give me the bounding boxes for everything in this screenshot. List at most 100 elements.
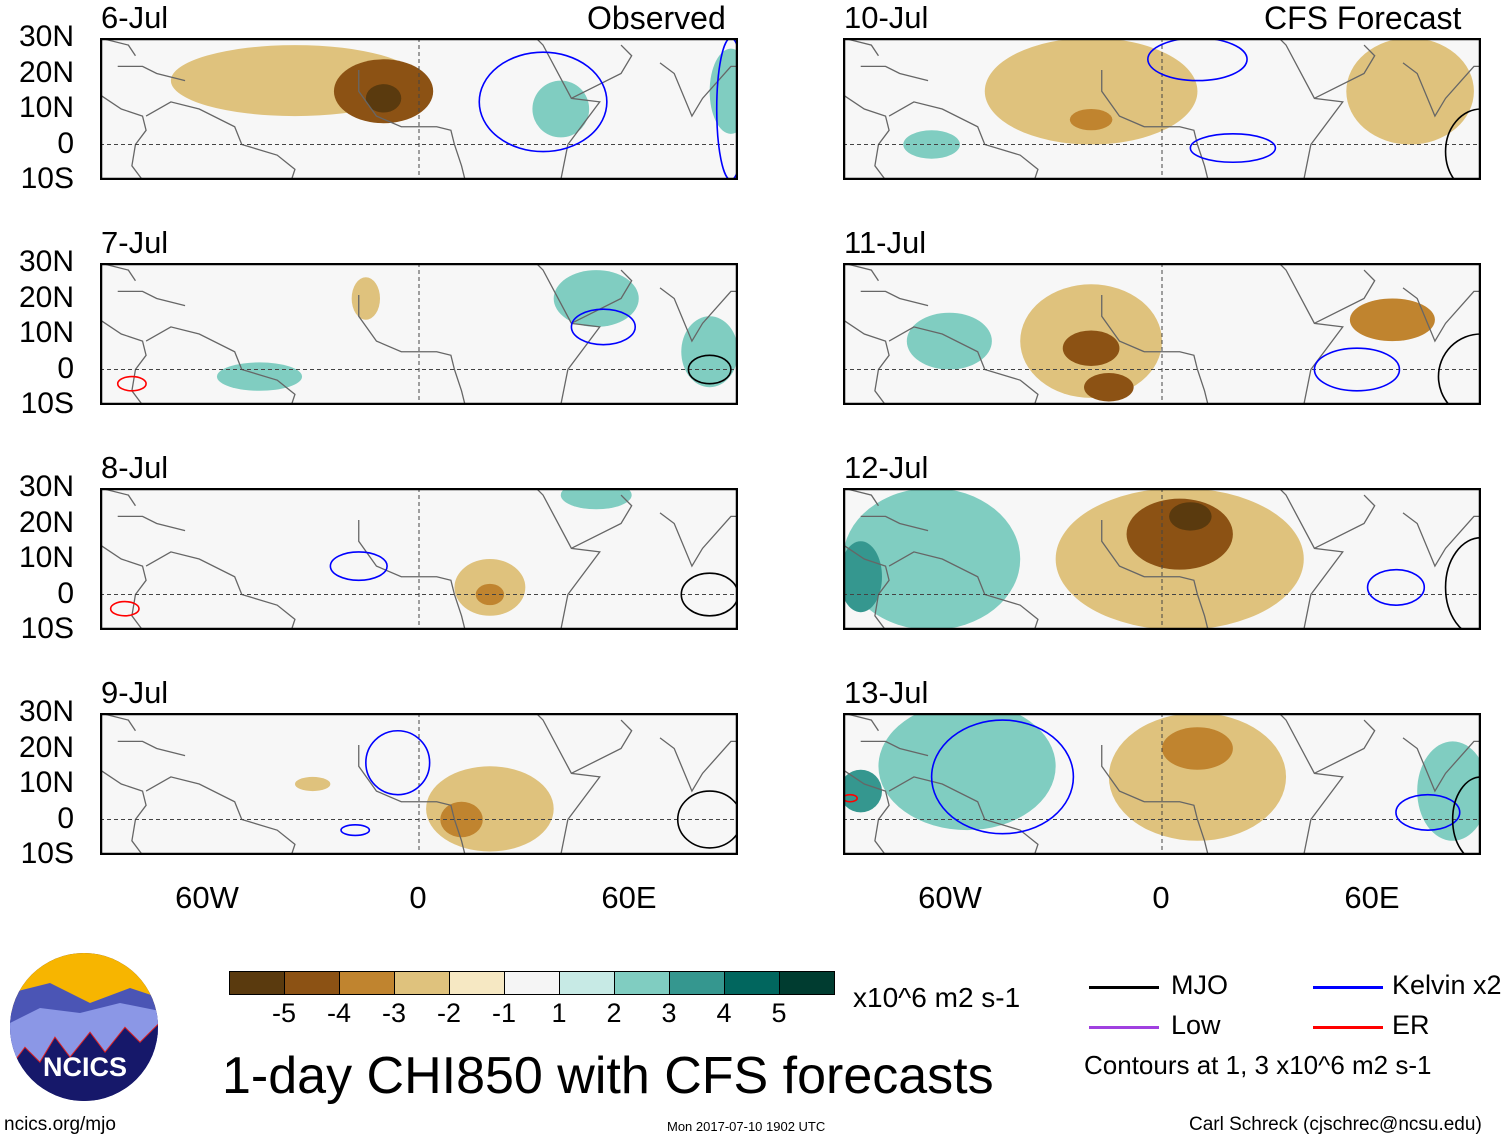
- kelvin-contour: [1147, 38, 1248, 82]
- coastline: [100, 769, 147, 855]
- coastline: [117, 290, 186, 307]
- ncics-logo: NCICS: [10, 953, 158, 1101]
- legend-label-er: ER: [1392, 1010, 1430, 1040]
- lat-label: 20N: [18, 280, 74, 314]
- kelvin-contour: [1189, 133, 1277, 164]
- panel-date: 12-Jul: [844, 450, 929, 485]
- coastline: [358, 744, 466, 855]
- panel-frame: [100, 488, 738, 630]
- coastline: [1402, 62, 1481, 118]
- footer-url[interactable]: ncics.org/mjo: [4, 1114, 116, 1135]
- coastline: [659, 287, 738, 343]
- coastline: [1101, 294, 1209, 405]
- coastline: [843, 38, 879, 57]
- colorbar-label: -1: [491, 998, 517, 1028]
- colorbar-swatch: [339, 971, 395, 995]
- coastline: [1140, 713, 1344, 855]
- coastline: [1101, 519, 1209, 630]
- map-panel-12-jul: [843, 488, 1481, 630]
- coastline: [571, 719, 633, 774]
- coastline: [397, 488, 601, 630]
- mjo-contour: [1437, 333, 1481, 405]
- colorbar-label: 2: [606, 998, 622, 1028]
- anomaly-shading: [1108, 713, 1287, 841]
- kelvin-contour: [1395, 793, 1461, 831]
- legend-line-mjo: [1089, 986, 1159, 989]
- coastline: [843, 94, 890, 180]
- coastline: [1314, 269, 1376, 324]
- map-panel-8-jul: [100, 488, 738, 630]
- coastline: [117, 65, 186, 82]
- kelvin-contour: [930, 719, 1075, 835]
- map-panel-7-jul: [100, 263, 738, 405]
- anomaly-shading: [1162, 727, 1233, 770]
- observed-label: Observed: [587, 0, 726, 36]
- map-panel-11-jul: [843, 263, 1481, 405]
- legend-line-kelvin: [1313, 986, 1383, 989]
- units-label: x10^6 m2 s-1: [853, 982, 1021, 1013]
- legend-line-low: [1089, 1026, 1159, 1029]
- anomaly-shading: [984, 38, 1198, 145]
- anomaly-shading: [1346, 38, 1474, 145]
- panel-date: 6-Jul: [101, 0, 169, 35]
- mjo-contour: [676, 790, 738, 849]
- kelvin-contour: [715, 38, 738, 180]
- coastline: [397, 713, 601, 855]
- lat-label: 10N: [18, 316, 74, 349]
- lon-label-0-right: 0: [1152, 880, 1170, 915]
- panel-frame: [843, 38, 1481, 180]
- coastline: [1402, 512, 1481, 568]
- coastline: [397, 38, 601, 180]
- anomaly-shading: [216, 362, 303, 391]
- figure-title: 1-day CHI850 with CFS forecasts: [222, 1047, 994, 1105]
- lat-label: 20N: [18, 730, 74, 764]
- lat-label: 0: [57, 126, 74, 160]
- coastline: [888, 326, 1039, 405]
- colorbar-label: -5: [271, 998, 297, 1028]
- coastline: [100, 38, 136, 57]
- lat-label: 30N: [18, 470, 74, 503]
- coastline: [1101, 744, 1209, 855]
- coastline: [843, 544, 890, 630]
- colorbar-label: -2: [436, 998, 462, 1028]
- coastline: [100, 544, 147, 630]
- colorbar-swatch: [779, 971, 835, 995]
- colorbar-swatch: [394, 971, 450, 995]
- coastline: [888, 776, 1039, 855]
- colorbar-swatch: [229, 971, 285, 995]
- lat-label: 10N: [18, 541, 74, 574]
- anomaly-shading: [560, 488, 632, 510]
- lon-label-0-left: 0: [409, 880, 427, 915]
- er-contour: [843, 793, 858, 803]
- anomaly-shading: [553, 270, 639, 327]
- colorbar-swatch: [614, 971, 670, 995]
- colorbar-swatch: [504, 971, 560, 995]
- coastline: [571, 494, 633, 549]
- coastline: [117, 515, 186, 532]
- coastline: [358, 69, 466, 180]
- coastline: [860, 740, 929, 757]
- coastline: [1402, 287, 1481, 343]
- contour-note: Contours at 1, 3 x10^6 m2 s-1: [1084, 1050, 1432, 1080]
- kelvin-contour: [365, 729, 431, 796]
- map-panel-10-jul: [843, 38, 1481, 180]
- lat-label: 10N: [18, 91, 74, 124]
- anomaly-shading: [351, 277, 381, 320]
- kelvin-contour: [570, 308, 637, 346]
- coastline: [1402, 737, 1481, 793]
- footer-timestamp: Mon 2017-07-10 1902 UTC: [667, 1119, 826, 1134]
- anomaly-shading: [878, 713, 1056, 831]
- colorbar-label: 3: [661, 998, 677, 1028]
- footer-author: Carl Schreck (cjschrec@ncsu.edu): [1189, 1114, 1482, 1135]
- panel-frame: [843, 488, 1481, 630]
- coastline: [659, 62, 738, 118]
- kelvin-contour: [340, 824, 371, 837]
- map-panel-9-jul: [100, 713, 738, 855]
- anomaly-shading: [1069, 109, 1113, 131]
- panel-date: 9-Jul: [101, 675, 169, 710]
- coastline: [659, 737, 738, 793]
- coastline: [1314, 719, 1376, 774]
- colorbar-swatch: [449, 971, 505, 995]
- lat-label: 30N: [18, 695, 74, 728]
- coastline: [1314, 494, 1376, 549]
